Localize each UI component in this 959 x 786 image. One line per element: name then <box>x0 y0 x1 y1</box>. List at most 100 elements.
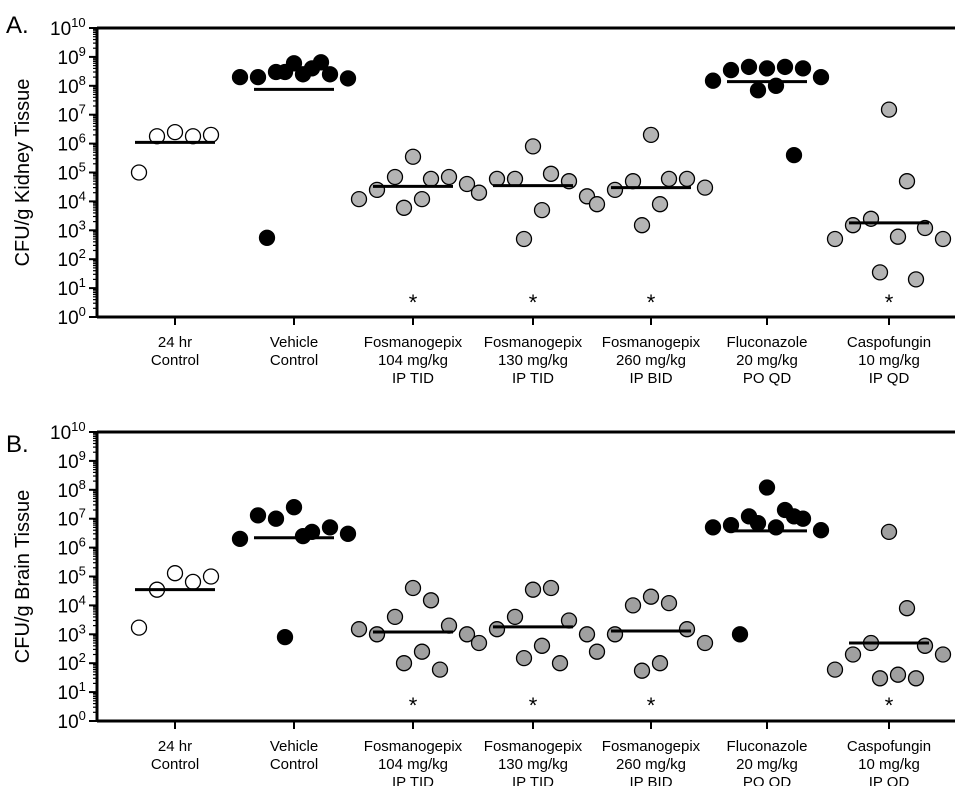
x-category-label: Caspofungin <box>847 334 931 351</box>
data-point <box>678 621 696 638</box>
data-point <box>339 525 357 542</box>
data-point <box>533 201 551 219</box>
data-point <box>413 190 431 208</box>
data-point <box>542 165 560 182</box>
data-point <box>758 60 776 77</box>
x-category-label: Fluconazole <box>727 738 808 755</box>
data-point <box>651 655 669 672</box>
y-tick-label: 106 <box>58 535 86 560</box>
data-point <box>826 230 844 248</box>
data-point <box>871 670 889 687</box>
x-category-label: Fosmanogepix <box>602 738 701 755</box>
x-category-label: IP BID <box>629 370 672 387</box>
data-point <box>624 597 642 614</box>
data-point <box>321 519 339 536</box>
data-point <box>916 637 934 654</box>
data-point <box>722 61 740 79</box>
data-point <box>880 523 898 541</box>
y-tick-label: 1010 <box>50 419 86 444</box>
data-point <box>249 68 267 86</box>
data-point <box>488 621 506 638</box>
y-tick-label: 108 <box>58 73 86 98</box>
y-tick-label: 108 <box>58 477 86 502</box>
data-point <box>633 217 651 234</box>
data-point <box>696 179 714 196</box>
y-axis-label: CFU/g Brain Tissue <box>12 490 34 663</box>
x-category-label: Control <box>270 352 318 369</box>
data-point <box>440 168 458 186</box>
x-category-label: IP TID <box>512 774 554 786</box>
data-point <box>312 54 330 71</box>
data-point <box>422 170 440 188</box>
data-point <box>871 264 889 281</box>
y-tick-label: 101 <box>58 275 86 300</box>
data-point <box>294 66 312 83</box>
x-category-label: 260 mg/kg <box>616 756 686 773</box>
panel-label: A. <box>6 12 29 39</box>
significance-marker: * <box>885 693 894 718</box>
data-point <box>812 522 830 539</box>
data-point <box>395 199 413 216</box>
x-category-label: IP QD <box>869 774 910 786</box>
y-tick-label: 109 <box>58 44 86 69</box>
data-point <box>470 634 488 652</box>
data-point <box>776 58 794 76</box>
data-point <box>812 68 830 86</box>
data-point <box>294 527 312 545</box>
data-point <box>202 568 220 585</box>
data-point <box>642 588 660 605</box>
data-point <box>898 173 916 190</box>
x-category-label: 260 mg/kg <box>616 352 686 369</box>
significance-marker: * <box>409 290 418 315</box>
x-category-label: 130 mg/kg <box>498 756 568 773</box>
data-point <box>350 621 368 638</box>
data-point <box>889 228 907 245</box>
x-category-label: Vehicle <box>270 738 318 755</box>
data-point <box>844 646 862 663</box>
y-tick-label: 102 <box>58 246 86 271</box>
x-category-label: 104 mg/kg <box>378 352 448 369</box>
data-point <box>542 579 560 597</box>
data-point <box>321 66 339 83</box>
x-category-label: 20 mg/kg <box>736 756 798 773</box>
data-point <box>880 101 898 118</box>
data-point <box>651 196 669 213</box>
x-category-label: Fosmanogepix <box>364 334 463 351</box>
data-point <box>758 479 776 496</box>
data-point <box>231 530 249 548</box>
significance-marker: * <box>529 693 538 718</box>
data-point <box>413 643 431 660</box>
y-tick-label: 105 <box>58 160 86 185</box>
data-point <box>339 70 357 87</box>
data-point <box>368 626 386 643</box>
data-point <box>524 138 542 155</box>
data-point <box>488 170 506 188</box>
data-point <box>267 510 285 527</box>
x-category-label: 10 mg/kg <box>858 352 920 369</box>
data-point <box>678 170 696 188</box>
data-point <box>386 608 404 626</box>
x-category-label: IP TID <box>392 370 434 387</box>
data-point <box>898 600 916 617</box>
data-point <box>285 499 303 516</box>
data-point <box>794 60 812 77</box>
significance-marker: * <box>885 290 894 315</box>
data-point <box>907 271 925 288</box>
data-point <box>395 655 413 672</box>
data-point <box>458 175 476 193</box>
x-category-label: PO QD <box>743 370 792 387</box>
data-point <box>506 170 524 188</box>
x-category-label: 20 mg/kg <box>736 352 798 369</box>
data-point <box>515 230 533 248</box>
data-point <box>258 229 276 246</box>
significance-marker: * <box>529 290 538 315</box>
data-point <box>606 626 624 643</box>
data-point <box>660 170 678 188</box>
y-tick-label: 109 <box>58 448 86 473</box>
y-tick-label: 107 <box>58 102 86 127</box>
y-axis-label: CFU/g Kidney Tissue <box>12 79 34 267</box>
y-tick-label: 106 <box>58 131 86 156</box>
data-point <box>166 565 184 582</box>
data-point <box>422 592 440 609</box>
